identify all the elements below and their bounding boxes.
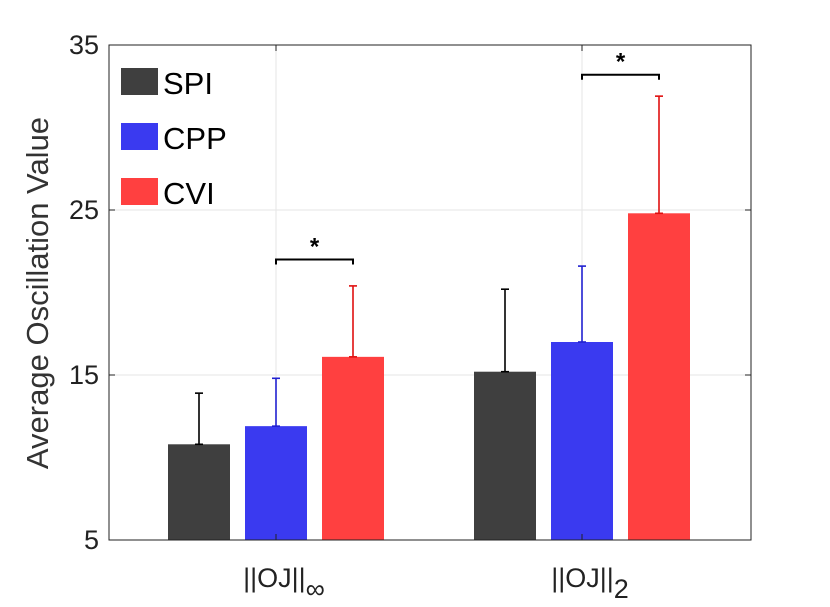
bar-cpp-1 <box>551 342 613 540</box>
x-tick-subscript-0: ∞ <box>306 574 325 604</box>
y-tick-label: 5 <box>84 525 99 555</box>
legend-swatch-cvi <box>121 178 158 205</box>
legend-swatch-cpp <box>121 123 158 150</box>
significance-bracket-0 <box>275 258 354 265</box>
legend: SPI CPP CVI <box>121 66 227 211</box>
y-tick-label: 35 <box>69 30 99 60</box>
y-tick-label: 15 <box>69 360 99 390</box>
legend-label-cpp: CPP <box>163 121 227 156</box>
axis-ticks: 5 15 25 35 ||OJ||∞ ||OJ||2 <box>69 30 751 604</box>
bar-cvi-0 <box>322 356 384 540</box>
error-bars <box>195 95 663 446</box>
y-axis-label: Average Oscillation Value <box>20 117 55 469</box>
significance-markers: ** <box>275 49 660 265</box>
y-tick-label: 25 <box>69 195 99 225</box>
bars <box>168 213 690 541</box>
significance-bracket-1 <box>581 73 660 80</box>
significance-star-1: * <box>616 49 626 76</box>
legend-swatch-spi <box>121 68 158 95</box>
legend-label-spi: SPI <box>163 66 213 101</box>
bar-cpp-0 <box>245 426 307 540</box>
significance-star-0: * <box>310 234 320 261</box>
legend-label-cvi: CVI <box>163 176 215 211</box>
bar-spi-0 <box>168 444 230 540</box>
bar-cvi-1 <box>628 213 690 541</box>
x-tick-label-1: ||OJ||2 <box>551 563 629 604</box>
x-tick-label-0: ||OJ||∞ <box>243 563 325 604</box>
axes-box <box>108 44 752 541</box>
x-tick-subscript-1: 2 <box>614 574 629 604</box>
bar-spi-1 <box>474 371 536 540</box>
